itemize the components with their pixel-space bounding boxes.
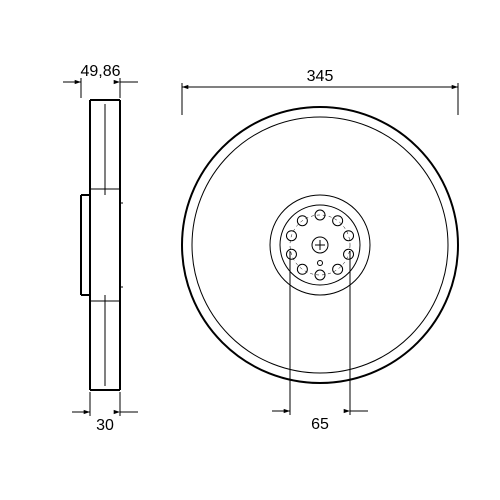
svg-text:30: 30 xyxy=(96,417,114,434)
dimensions: 49,86 30 345 65 xyxy=(63,63,458,434)
technical-drawing: 49,86 30 345 65 xyxy=(0,0,500,500)
front-view xyxy=(182,107,458,383)
side-view xyxy=(81,100,123,390)
svg-text:49,86: 49,86 xyxy=(80,63,120,80)
svg-text:345: 345 xyxy=(307,68,334,85)
svg-text:65: 65 xyxy=(311,416,329,433)
